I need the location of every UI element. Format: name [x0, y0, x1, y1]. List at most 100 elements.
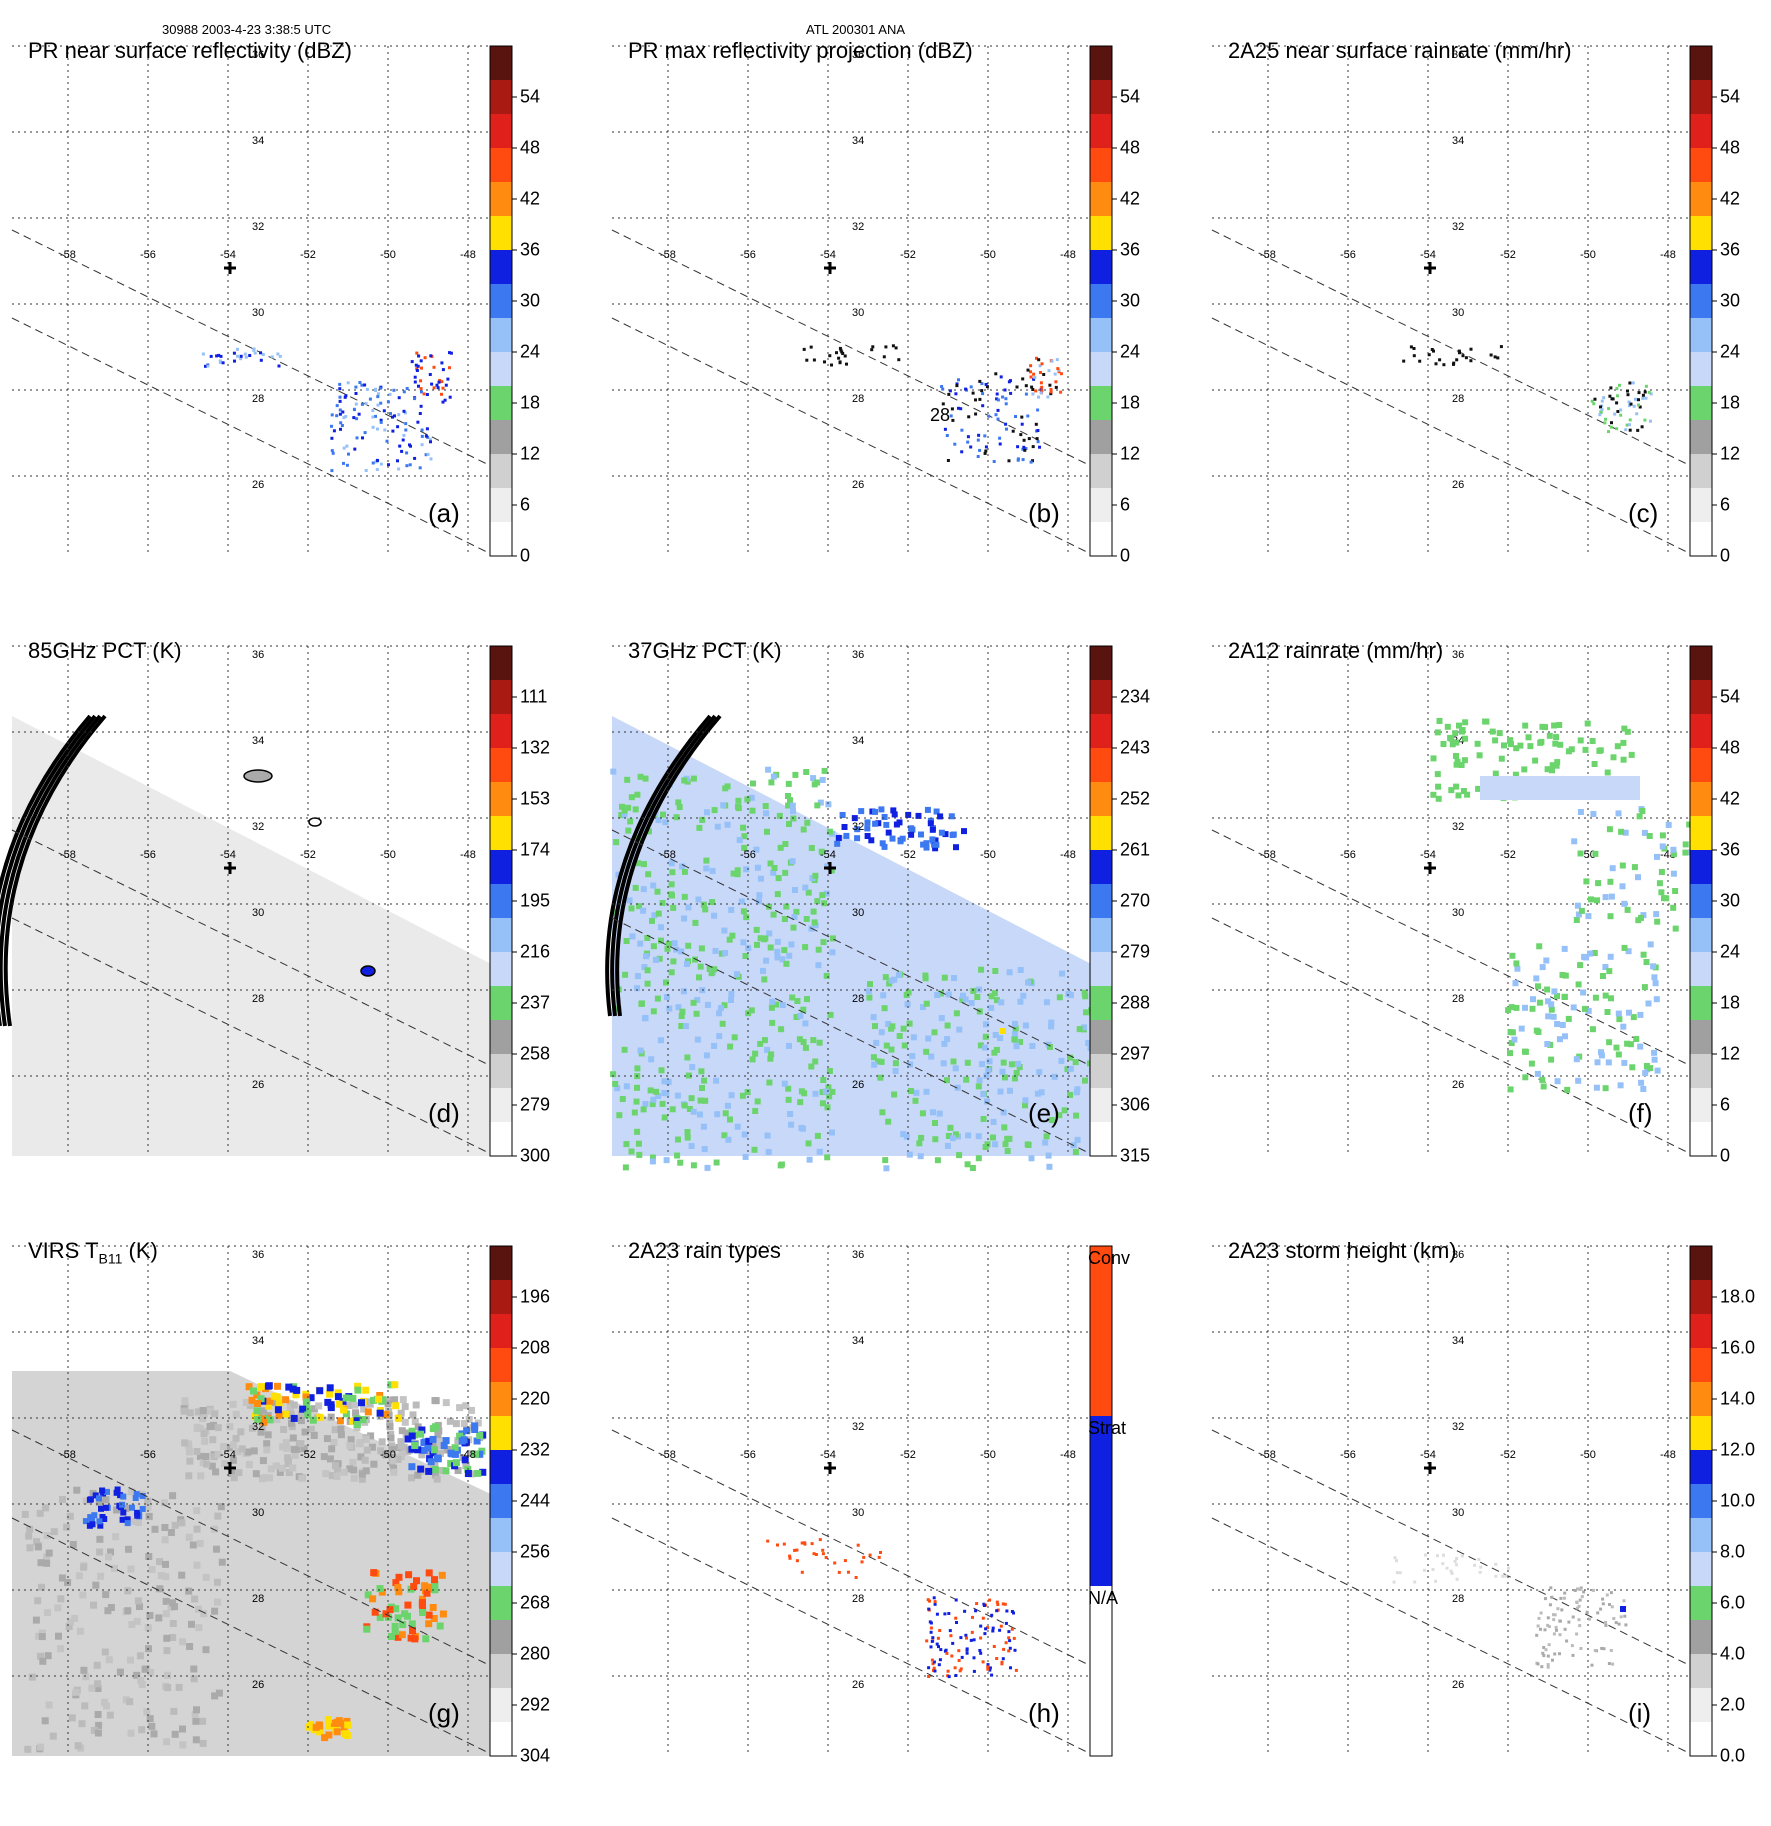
- pixel: [684, 1134, 691, 1141]
- rain-pixel: [1641, 396, 1645, 400]
- lon-label: -50: [980, 849, 996, 861]
- rain-pixel: [979, 1636, 983, 1640]
- pixel: [119, 1501, 126, 1508]
- pixel: [786, 821, 792, 827]
- pixel: [160, 1499, 168, 1507]
- colorbar-band: [1090, 182, 1112, 217]
- pixel: [640, 886, 647, 893]
- colorbar-tick-label: 288: [1120, 992, 1151, 1013]
- rain-pixel: [1035, 437, 1039, 441]
- pixel: [690, 775, 697, 782]
- pixel: [963, 1076, 970, 1083]
- pixel: [904, 1001, 911, 1008]
- pixel: [124, 1520, 131, 1527]
- pixel: [327, 1404, 335, 1412]
- lon-label: -50: [1580, 249, 1596, 261]
- lat-label: 30: [1452, 1507, 1464, 1519]
- pixel: [953, 844, 959, 851]
- colorbar-band: [1090, 782, 1112, 817]
- pixel: [386, 1606, 394, 1614]
- colorbar-tick-label: 244: [520, 1490, 551, 1511]
- lat-label: 34: [252, 135, 264, 147]
- pixel: [253, 1391, 261, 1399]
- rain-pixel: [1452, 730, 1459, 737]
- lat-label: 34: [1452, 135, 1464, 147]
- colorbar-band: [490, 148, 512, 183]
- rain-pixel: [233, 359, 236, 363]
- rain-pixel: [1644, 396, 1648, 400]
- pixel: [696, 974, 702, 981]
- pixel: [934, 1157, 941, 1164]
- pixel: [107, 1604, 115, 1611]
- rain-pixel: [330, 469, 334, 473]
- colorbar-band: [490, 918, 512, 953]
- pixel: [297, 1440, 305, 1448]
- rain-pixel: [1628, 418, 1632, 422]
- rain-pixel: [946, 1669, 950, 1673]
- pixel: [332, 1462, 339, 1470]
- pixel: [75, 1572, 83, 1580]
- pixel: [937, 813, 944, 820]
- pixel: [74, 1742, 82, 1750]
- pixel: [703, 865, 710, 872]
- rain-pixel: [1627, 400, 1631, 404]
- panel-title: 85GHz PCT (K): [28, 638, 182, 664]
- rain-pixel: [400, 449, 404, 453]
- rain-pixel: [1448, 787, 1455, 794]
- pixel: [929, 826, 936, 833]
- pixel: [276, 1468, 284, 1476]
- pixel: [394, 1414, 402, 1422]
- rain-pixel: [856, 1543, 860, 1547]
- rain-pixel: [877, 1555, 881, 1559]
- colorbar-tick-label: 195: [520, 890, 551, 911]
- rain-pixel: [1554, 1625, 1558, 1629]
- pixel: [1002, 1141, 1009, 1148]
- rain-pixel: [1616, 1016, 1623, 1023]
- rain-pixel: [1643, 418, 1647, 422]
- pixel: [237, 1428, 245, 1436]
- pixel: [325, 1731, 333, 1739]
- pixel: [743, 866, 750, 873]
- pixel: [289, 1385, 297, 1393]
- pixel: [977, 1042, 984, 1049]
- rain-pixel: [1601, 1602, 1605, 1606]
- pixel: [211, 1410, 219, 1418]
- pixel: [169, 1634, 177, 1641]
- rain-pixel: [937, 1663, 941, 1667]
- pixel: [878, 1058, 885, 1065]
- pixel: [92, 1581, 100, 1589]
- lat-label: 36: [852, 649, 864, 661]
- pixel: [310, 1405, 318, 1413]
- rain-pixel: [991, 1629, 995, 1633]
- rain-pixel: [1434, 771, 1441, 778]
- rain-pixel: [1615, 387, 1619, 391]
- pixel: [1012, 1075, 1018, 1082]
- lat-label: 28: [1452, 993, 1464, 1005]
- rain-pixel: [404, 428, 408, 432]
- rain-pixel: [1450, 1571, 1454, 1575]
- rain-pixel: [1539, 1611, 1543, 1615]
- rain-pixel: [978, 1649, 982, 1652]
- pixel: [872, 808, 878, 815]
- rain-pixel: [440, 361, 444, 365]
- pixel: [379, 1396, 387, 1404]
- pixel: [394, 1614, 402, 1622]
- pixel: [284, 1460, 292, 1467]
- colorbar-band: [1090, 1020, 1112, 1055]
- rain-pixel: [441, 386, 445, 390]
- pixel: [650, 1096, 657, 1103]
- rain-pixel: [1654, 853, 1660, 860]
- rain-pixel: [983, 451, 987, 455]
- colorbar-band: [1690, 1484, 1712, 1519]
- colorbar-tick-label: 36: [1120, 239, 1141, 260]
- rain-pixel: [1575, 1632, 1579, 1636]
- rain-pixel: [1640, 425, 1644, 429]
- rain-pixel: [1629, 402, 1633, 406]
- pixel: [139, 1506, 146, 1512]
- rain-pixel: [981, 1616, 985, 1620]
- pixel: [655, 1093, 662, 1099]
- pixel: [452, 1459, 460, 1467]
- rain-pixel: [1038, 364, 1042, 368]
- pixel: [735, 803, 741, 810]
